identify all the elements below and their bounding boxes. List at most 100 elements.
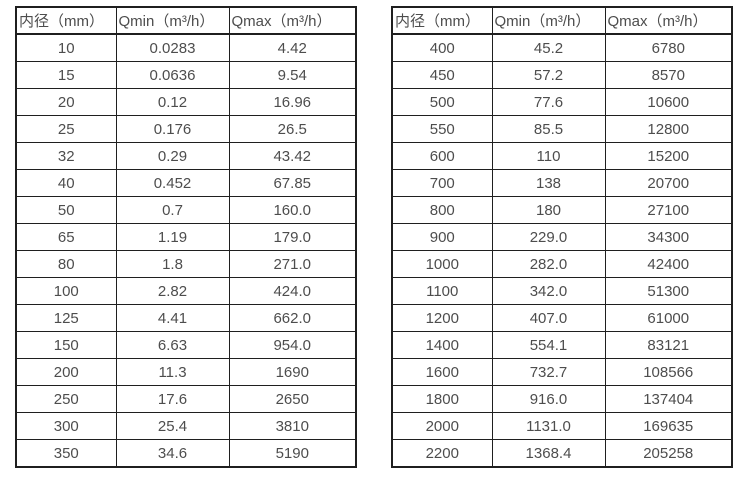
table-cell: 8570 <box>604 61 733 89</box>
table-row: 2000 1131.0 169635 <box>391 412 733 440</box>
table-cell: 1100 <box>391 277 493 305</box>
table-cell: 1800 <box>391 385 493 413</box>
table-cell: 45.2 <box>491 33 606 62</box>
table-row: 2200 1368.4 205258 <box>391 439 733 468</box>
table-header: 内径（mm） Qmin（m³/h） Qmax（m³/h） <box>391 6 733 35</box>
table-cell: 26.5 <box>228 115 357 143</box>
table-cell: 6780 <box>604 33 733 62</box>
table-cell: 916.0 <box>491 385 606 413</box>
table-cell: 271.0 <box>228 250 357 278</box>
table-cell: 1131.0 <box>491 412 606 440</box>
table-cell: 250 <box>15 385 117 413</box>
table-cell: 600 <box>391 142 493 170</box>
table-cell: 67.85 <box>228 169 357 197</box>
table-row: 250 17.6 2650 <box>15 385 357 413</box>
table-cell: 34.6 <box>115 439 230 468</box>
table-row: 200 11.3 1690 <box>15 358 357 386</box>
table-cell: 350 <box>15 439 117 468</box>
table-body: 400 45.2 6780 450 57.2 8570 500 77.6 10600 550 85.… <box>391 33 733 468</box>
table-cell: 1.8 <box>115 250 230 278</box>
table-cell: 300 <box>15 412 117 440</box>
table-cell: 80 <box>15 250 117 278</box>
large-diameter-flow-table: 内径（mm） Qmin（m³/h） Qmax（m³/h） 400 45.2 6780… <box>391 6 733 468</box>
table-cell: 700 <box>391 169 493 197</box>
table-row: 600 110 15200 <box>391 142 733 170</box>
table-cell: 85.5 <box>491 115 606 143</box>
table-cell: 0.0283 <box>115 33 230 62</box>
table-cell: 11.3 <box>115 358 230 386</box>
table-cell: 200 <box>15 358 117 386</box>
table-row: 20 0.12 16.96 <box>15 88 357 116</box>
table-cell: 34300 <box>604 223 733 251</box>
table-cell: 800 <box>391 196 493 224</box>
table-cell: 1000 <box>391 250 493 278</box>
table-cell: 43.42 <box>228 142 357 170</box>
table-cell: 0.7 <box>115 196 230 224</box>
table-cell: 1200 <box>391 304 493 332</box>
table-cell: 150 <box>15 331 117 359</box>
table-cell: 0.29 <box>115 142 230 170</box>
table-row: 700 138 20700 <box>391 169 733 197</box>
table-row: 1600 732.7 108566 <box>391 358 733 386</box>
table-cell: 2.82 <box>115 277 230 305</box>
table-cell: 42400 <box>604 250 733 278</box>
table-cell: 2000 <box>391 412 493 440</box>
table-cell: 550 <box>391 115 493 143</box>
table-cell: 450 <box>391 61 493 89</box>
table-cell: 15 <box>15 61 117 89</box>
column-header-diameter: 内径（mm） <box>15 6 117 35</box>
table-cell: 407.0 <box>491 304 606 332</box>
table-row: 1200 407.0 61000 <box>391 304 733 332</box>
table-cell: 15200 <box>604 142 733 170</box>
table-cell: 0.452 <box>115 169 230 197</box>
table-cell: 0.0636 <box>115 61 230 89</box>
table-row: 65 1.19 179.0 <box>15 223 357 251</box>
table-row: 550 85.5 12800 <box>391 115 733 143</box>
table-cell: 282.0 <box>491 250 606 278</box>
table-row: 150 6.63 954.0 <box>15 331 357 359</box>
table-cell: 1.19 <box>115 223 230 251</box>
table-cell: 17.6 <box>115 385 230 413</box>
table-cell: 6.63 <box>115 331 230 359</box>
table-cell: 138 <box>491 169 606 197</box>
table-row: 900 229.0 34300 <box>391 223 733 251</box>
table-row: 100 2.82 424.0 <box>15 277 357 305</box>
table-cell: 25 <box>15 115 117 143</box>
table-row: 1800 916.0 137404 <box>391 385 733 413</box>
table-cell: 500 <box>391 88 493 116</box>
table-cell: 27100 <box>604 196 733 224</box>
table-cell: 32 <box>15 142 117 170</box>
table-cell: 400 <box>391 33 493 62</box>
table-cell: 137404 <box>604 385 733 413</box>
column-header-qmax: Qmax（m³/h） <box>604 6 733 35</box>
table-cell: 160.0 <box>228 196 357 224</box>
table-cell: 554.1 <box>491 331 606 359</box>
table-cell: 20700 <box>604 169 733 197</box>
table-row: 1000 282.0 42400 <box>391 250 733 278</box>
table-cell: 424.0 <box>228 277 357 305</box>
table-cell: 3810 <box>228 412 357 440</box>
table-cell: 51300 <box>604 277 733 305</box>
table-cell: 662.0 <box>228 304 357 332</box>
table-row: 1100 342.0 51300 <box>391 277 733 305</box>
table-cell: 5190 <box>228 439 357 468</box>
table-cell: 205258 <box>604 439 733 468</box>
table-cell: 16.96 <box>228 88 357 116</box>
table-row: 500 77.6 10600 <box>391 88 733 116</box>
table-cell: 4.41 <box>115 304 230 332</box>
table-cell: 954.0 <box>228 331 357 359</box>
header-row: 内径（mm） Qmin（m³/h） Qmax（m³/h） <box>391 6 733 35</box>
table-cell: 110 <box>491 142 606 170</box>
table-row: 450 57.2 8570 <box>391 61 733 89</box>
column-header-diameter: 内径（mm） <box>391 6 493 35</box>
column-header-qmin: Qmin（m³/h） <box>115 6 230 35</box>
table-cell: 169635 <box>604 412 733 440</box>
table-row: 400 45.2 6780 <box>391 33 733 62</box>
table-row: 10 0.0283 4.42 <box>15 33 357 62</box>
table-cell: 0.12 <box>115 88 230 116</box>
table-cell: 50 <box>15 196 117 224</box>
table-row: 80 1.8 271.0 <box>15 250 357 278</box>
table-cell: 20 <box>15 88 117 116</box>
table-cell: 12800 <box>604 115 733 143</box>
small-diameter-flow-table: 内径（mm） Qmin（m³/h） Qmax（m³/h） 10 0.0283 4.4… <box>15 6 357 468</box>
